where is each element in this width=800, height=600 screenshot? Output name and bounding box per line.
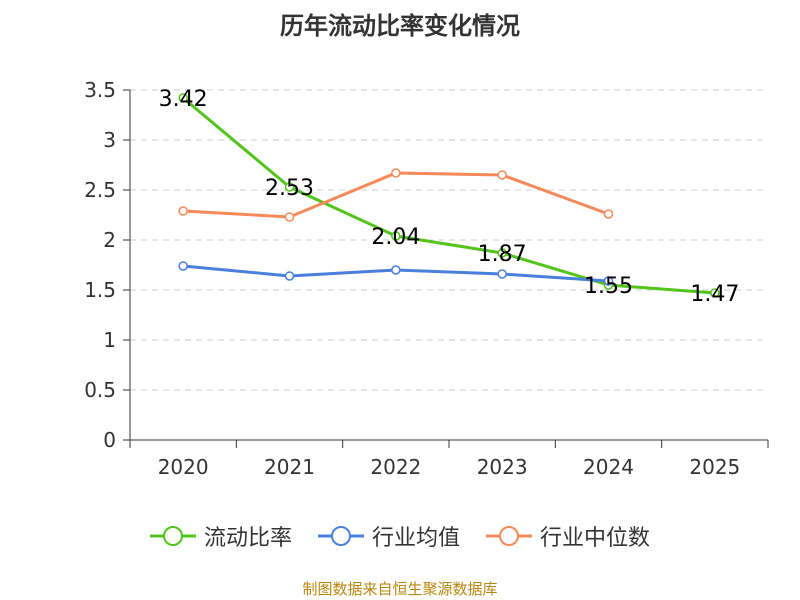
- data-point: [497, 269, 507, 279]
- data-label: 1.55: [584, 274, 633, 299]
- data-point: [391, 168, 401, 178]
- y-tick-label: 1.5: [84, 278, 116, 302]
- source-note: 制图数据来自恒生聚源数据库: [302, 580, 498, 598]
- legend-item-industry-mean[interactable]: 行业均值: [317, 520, 460, 552]
- series-line-2: [183, 171, 610, 219]
- data-point: [497, 248, 507, 258]
- data-point: [284, 212, 295, 222]
- legend-line-icon: [486, 526, 532, 546]
- data-label: 2.53: [265, 176, 314, 201]
- chart-title: 历年流动比率变化情况: [280, 12, 520, 40]
- data-label: 2.04: [371, 225, 420, 250]
- data-point: [178, 206, 188, 216]
- data-point: [284, 182, 295, 192]
- y-tick-label: 0: [103, 428, 116, 452]
- data-point: [603, 276, 614, 286]
- data-point: [603, 209, 614, 219]
- data-point: [284, 271, 295, 281]
- legend-label: 行业均值: [371, 526, 460, 551]
- legend: 流动比率 行业均值 行业中位数: [0, 520, 800, 552]
- legend-line-icon: [149, 526, 196, 546]
- data-point: [391, 265, 401, 275]
- y-tick-label: 0.5: [84, 378, 116, 402]
- legend-line-icon: [317, 526, 364, 546]
- data-point: [178, 261, 188, 271]
- x-tick-label: 2023: [477, 455, 528, 479]
- y-tick-label: 3: [103, 128, 116, 152]
- x-tick-label: 2022: [370, 455, 421, 479]
- x-tick-label: 2024: [583, 455, 634, 479]
- legend-label: 行业中位数: [540, 526, 651, 551]
- legend-item-current-ratio[interactable]: 流动比率: [149, 520, 292, 552]
- x-tick-label: 2021: [264, 455, 315, 479]
- legend-item-industry-median[interactable]: 行业中位数: [486, 520, 650, 552]
- x-tick-label: 2025: [689, 455, 740, 479]
- data-point: [178, 93, 188, 103]
- y-tick-label: 1: [103, 328, 116, 352]
- y-tick-label: 2: [103, 228, 116, 252]
- data-label: 1.87: [478, 242, 527, 267]
- y-tick-label: 3.5: [84, 78, 116, 102]
- data-point: [497, 170, 507, 180]
- x-tick-label: 2020: [158, 455, 209, 479]
- legend-label: 流动比率: [203, 526, 292, 551]
- data-label: 1.47: [690, 282, 739, 307]
- series-line-0: [182, 96, 715, 295]
- data-label: 3.42: [159, 87, 208, 112]
- data-point: [391, 231, 401, 241]
- y-tick-label: 2.5: [84, 178, 116, 202]
- data-point: [710, 288, 720, 298]
